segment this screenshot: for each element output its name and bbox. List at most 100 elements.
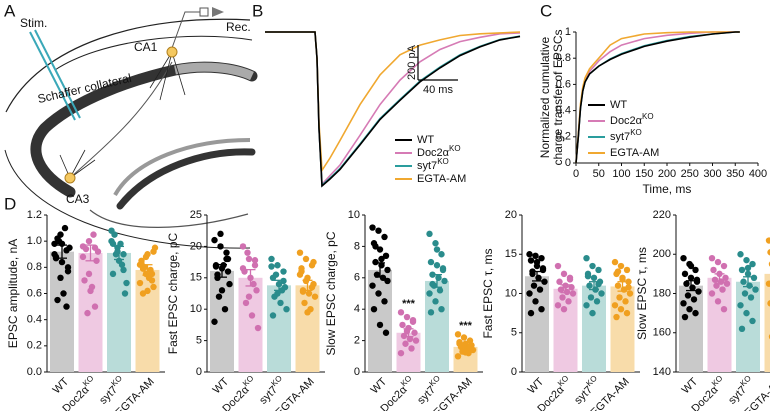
y-tick-label: 1	[565, 26, 571, 38]
data-point	[441, 277, 448, 285]
line	[575, 31, 740, 164]
scale-bar-label: 200 pA	[406, 44, 418, 80]
legend-label-sup: KO	[642, 112, 654, 121]
data-point	[429, 280, 436, 288]
x-tick-label-base: syt7	[257, 384, 280, 407]
y-tick-label: 10	[190, 303, 202, 315]
data-point	[737, 302, 744, 309]
data-point	[411, 329, 418, 336]
data-point	[224, 255, 232, 263]
data-point	[277, 299, 284, 307]
data-point	[462, 349, 469, 356]
y-tick-label: 0.6	[556, 78, 571, 90]
data-point	[426, 230, 433, 238]
y-tick-label: 5	[196, 335, 202, 347]
x-tick-label-base: syt7	[97, 384, 120, 407]
data-point	[269, 312, 277, 319]
data-point	[54, 296, 61, 304]
data-point	[93, 257, 100, 264]
legend-label-base: EGTA-AM	[610, 147, 659, 159]
data-point	[526, 251, 533, 258]
data-point	[526, 290, 533, 297]
data-point	[403, 313, 411, 321]
data-point	[614, 282, 622, 289]
panel-label: D	[4, 194, 16, 213]
data-point	[749, 317, 756, 325]
data-point	[402, 340, 409, 347]
neuron	[64, 172, 76, 184]
y-axis-label: Normalized cumulative	[538, 36, 552, 158]
data-point	[296, 249, 304, 256]
data-point	[217, 230, 224, 238]
data-point	[538, 306, 545, 313]
data-point	[611, 302, 619, 309]
data-point	[750, 274, 758, 281]
data-point	[304, 309, 311, 316]
x-tick-label-base: syt7	[726, 384, 749, 407]
data-point	[226, 280, 233, 288]
data-point	[88, 283, 96, 291]
data-point	[454, 331, 462, 338]
data-point	[684, 292, 692, 299]
data-point	[743, 309, 750, 317]
data-point	[746, 282, 753, 289]
data-point	[438, 306, 445, 313]
data-point	[60, 290, 67, 297]
x-tick-label-base: WT	[369, 375, 390, 396]
data-point	[614, 268, 622, 275]
data-point	[372, 258, 379, 266]
data-point	[109, 240, 117, 247]
data-point	[118, 261, 126, 268]
data-point	[438, 251, 445, 258]
legend-label-sup: KO	[437, 157, 449, 166]
data-point	[720, 262, 728, 270]
ca-band	[174, 62, 254, 81]
y-axis-label: charge transfer of EPSCs	[551, 29, 565, 165]
schematic-label: Stim.	[20, 16, 47, 30]
data-point	[382, 329, 390, 336]
legend-label: EGTA-AM	[610, 147, 659, 159]
data-point	[767, 300, 770, 307]
data-point	[460, 334, 468, 341]
dentate	[116, 148, 256, 210]
legend-label-sup: KO	[630, 128, 642, 137]
data-point	[535, 274, 542, 281]
data-point	[737, 251, 744, 258]
trace	[265, 31, 521, 188]
data-point	[595, 280, 602, 288]
data-point	[218, 287, 226, 294]
data-point	[738, 325, 746, 333]
data-point	[693, 276, 701, 283]
y-axis-label: Slow EPSC charge, pC	[324, 231, 338, 355]
data-point	[274, 290, 281, 297]
dendrite	[59, 51, 186, 179]
annotation: ***	[402, 298, 416, 310]
data-point	[738, 266, 746, 274]
data-point	[560, 306, 568, 313]
data-point	[432, 298, 439, 305]
data-point	[744, 264, 752, 272]
x-tick-label-base: syt7	[415, 384, 438, 407]
data-point	[224, 268, 232, 275]
data-point	[613, 313, 620, 321]
y-tick-label: 1.0	[27, 235, 42, 247]
data-point	[713, 282, 720, 289]
data-point	[749, 260, 756, 268]
data-point	[81, 277, 88, 284]
legend-label: WT	[610, 99, 627, 111]
data-point	[566, 276, 574, 283]
y-tick-label: 0.0	[27, 366, 42, 378]
data-point	[563, 288, 571, 296]
data-point	[381, 233, 388, 241]
data-point	[121, 290, 129, 297]
data-point	[283, 306, 290, 313]
data-point	[142, 253, 150, 261]
data-point	[254, 324, 262, 332]
data-point	[439, 265, 447, 272]
data-point	[274, 262, 281, 269]
y-tick-label: 0.8	[27, 261, 42, 273]
amplifier	[199, 7, 209, 17]
y-tick-label: 25	[190, 209, 202, 221]
data-point	[527, 309, 535, 317]
data-point	[752, 286, 759, 293]
